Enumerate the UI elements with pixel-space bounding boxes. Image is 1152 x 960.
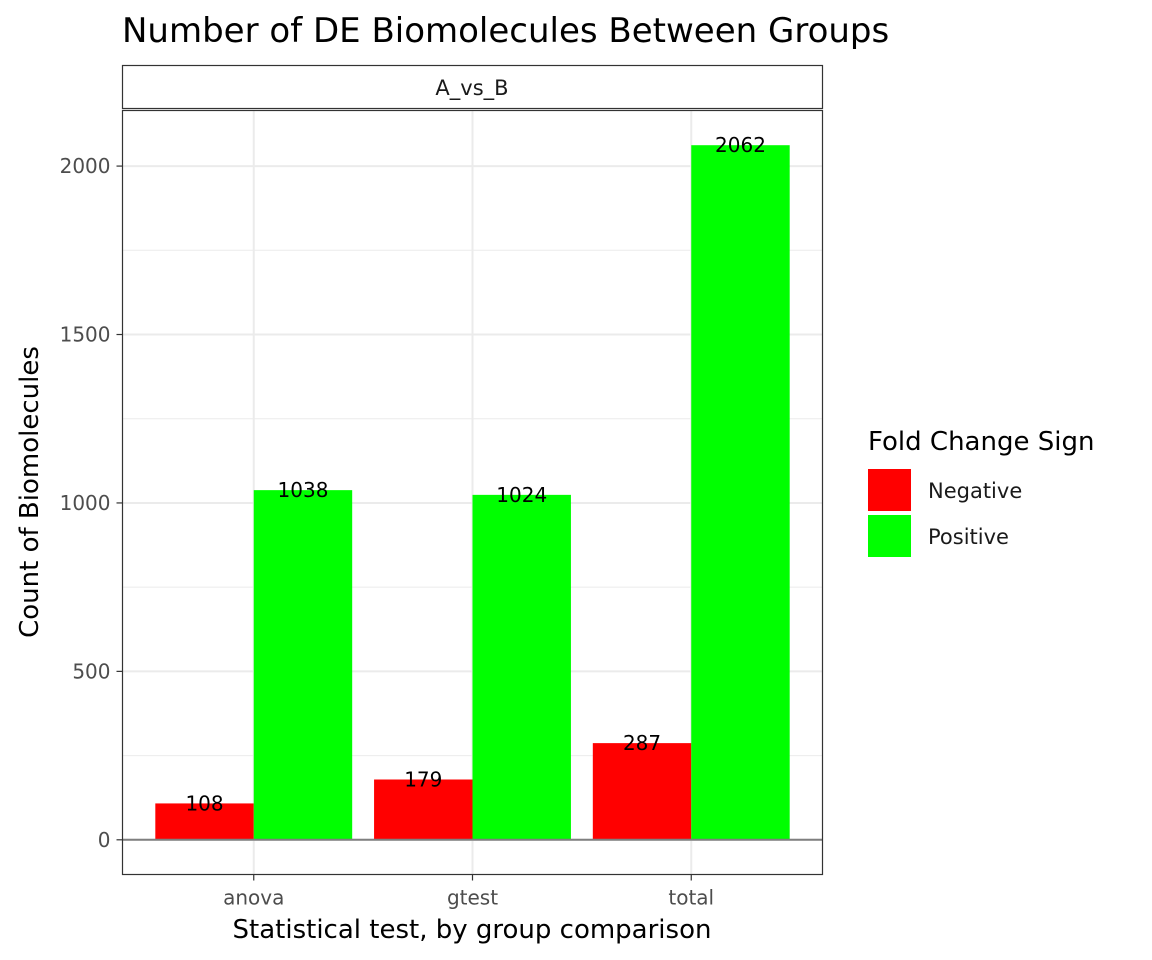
legend-swatch-positive <box>868 515 911 557</box>
y-tick-label: 1500 <box>60 323 111 347</box>
x-axis: anova gtest total <box>223 874 714 910</box>
data-label-negative-total: 287 <box>623 731 661 755</box>
data-label-negative-gtest: 179 <box>404 768 442 792</box>
chart-title: Number of DE Biomolecules Between Groups <box>122 11 889 51</box>
bars <box>155 145 790 840</box>
x-tick-label-anova: anova <box>223 886 284 910</box>
bar-positive-anova <box>253 490 353 840</box>
data-label-negative-anova: 108 <box>185 791 223 815</box>
legend: Fold Change Sign Negative Positive <box>868 427 1094 557</box>
x-axis-title: Statistical test, by group comparison <box>233 915 712 945</box>
legend-title: Fold Change Sign <box>868 427 1094 457</box>
y-tick-label: 500 <box>72 659 110 683</box>
x-tick-label-gtest: gtest <box>447 886 498 910</box>
y-axis: 0 500 1000 1500 2000 <box>60 154 123 852</box>
plot-panel: 108 1038 179 1024 287 2062 <box>121 109 824 876</box>
data-label-positive-anova: 1038 <box>278 478 329 502</box>
bar-positive-total <box>691 145 790 840</box>
bar-negative-gtest <box>374 779 473 840</box>
bar-negative-anova <box>155 803 254 840</box>
y-tick-label: 1000 <box>60 491 111 515</box>
x-tick-label-total: total <box>668 886 714 910</box>
data-label-positive-gtest: 1024 <box>496 483 547 507</box>
bar-positive-gtest <box>472 494 571 840</box>
bar-negative-total <box>592 743 692 840</box>
y-axis-title: Count of Biomolecules <box>15 346 45 638</box>
facet-strip: A_vs_B <box>121 64 824 110</box>
y-tick-label: 2000 <box>60 154 111 178</box>
legend-swatch-negative <box>868 469 911 511</box>
legend-label-positive: Positive <box>928 525 1009 549</box>
data-label-positive-total: 2062 <box>715 133 766 157</box>
facet-strip-background <box>121 64 824 110</box>
data-labels: 108 1038 179 1024 287 2062 <box>185 133 765 815</box>
facet-strip-label: A_vs_B <box>435 76 508 101</box>
y-tick-label: 0 <box>98 828 111 852</box>
legend-label-negative: Negative <box>928 479 1022 503</box>
